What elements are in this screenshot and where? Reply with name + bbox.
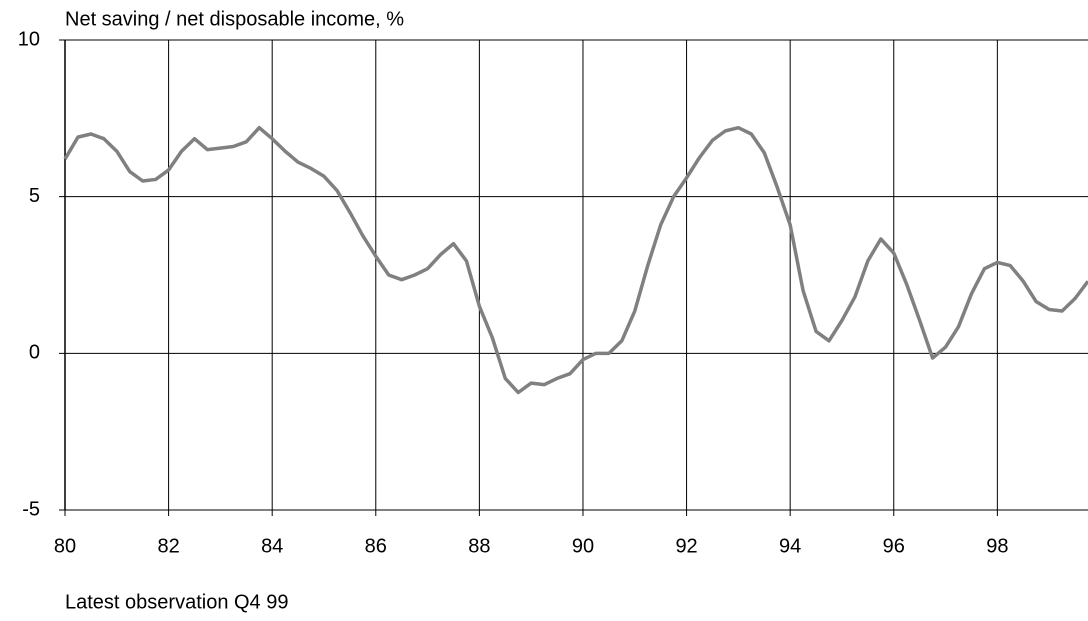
x-tick-label: 86 (365, 535, 387, 557)
chart-title: Net saving / net disposable income, % (65, 8, 404, 30)
y-tick-label: -5 (22, 498, 40, 520)
y-tick-label: 0 (29, 342, 40, 364)
x-tick-label: 92 (675, 535, 697, 557)
x-tick-label: 98 (986, 535, 1008, 557)
x-tick-label: 88 (468, 535, 490, 557)
x-tick-label: 90 (572, 535, 594, 557)
x-tick-label: 94 (779, 535, 801, 557)
y-tick-label: 5 (29, 185, 40, 207)
x-tick-label: 82 (157, 535, 179, 557)
line-series (63, 125, 1088, 395)
footnote: Latest observation Q4 99 (65, 591, 288, 613)
x-tick-label: 84 (261, 535, 283, 557)
x-tick-label: 80 (54, 535, 76, 557)
x-tick-label: 96 (883, 535, 905, 557)
y-tick-label: 10 (18, 28, 40, 50)
